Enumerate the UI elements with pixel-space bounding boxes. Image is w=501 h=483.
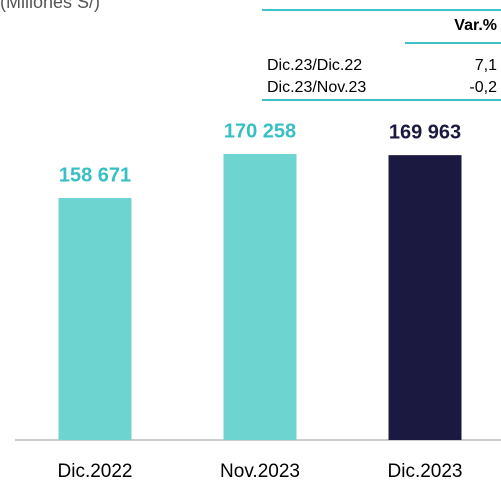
x-tick-label: Dic.2022 (58, 461, 133, 482)
table-cell: -0,2 (469, 79, 497, 96)
x-tick-label: Dic.2023 (388, 461, 463, 482)
table-row-label: Dic.23/Nov.23 (267, 79, 366, 96)
data-label: 170 258 (224, 120, 296, 142)
table-header: Var.% (454, 17, 497, 34)
data-label: 158 671 (59, 164, 131, 186)
table-cell: 7,1 (475, 57, 497, 74)
data-label: 169 963 (389, 121, 461, 143)
chart-subtitle: (Millones S/) (0, 0, 100, 12)
bar (58, 198, 132, 440)
table-row-label: Dic.23/Dic.22 (267, 57, 362, 74)
bar (388, 155, 462, 440)
x-tick-label: Nov.2023 (220, 461, 300, 482)
bar (223, 154, 297, 440)
